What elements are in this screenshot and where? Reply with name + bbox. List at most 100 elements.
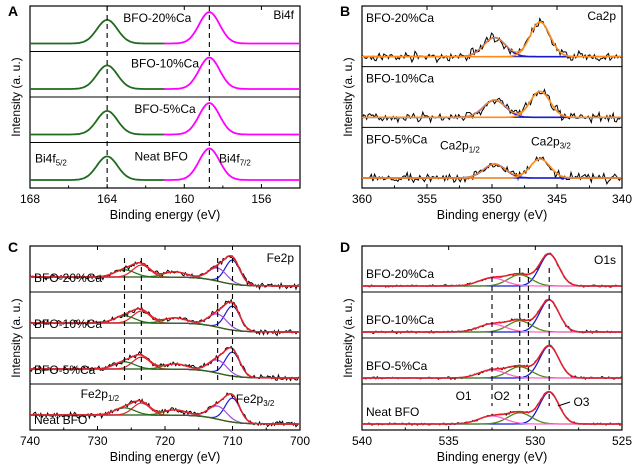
panel-b-ca2p12-label-subscript: 1/2 — [469, 145, 481, 154]
panel-b-ca2p32-label-subscript: 3/2 — [560, 141, 572, 150]
panel-a-bi4f72-curve — [163, 56, 300, 90]
panel-b-envelope — [362, 90, 621, 118]
panel-b-spectra — [361, 17, 622, 185]
panel-c-x-tick-label: 700 — [290, 434, 310, 448]
panel-c-x-tick-label: 740 — [20, 434, 40, 448]
panel-a-bi4f52-curve — [30, 18, 165, 45]
panel-a-bi4f52-label: Bi4f5/2 — [35, 152, 67, 168]
panel-b-axes: 360 355 350 345 340 Binding energy (eV) Intens… — [341, 5, 632, 222]
panel-d-axes: 540 535 530 525 Binding energy (eV) Intensity… — [341, 245, 632, 464]
panel-b-envelope — [362, 158, 621, 179]
panel-b-ca2p12-label-prefix: Ca2p — [440, 138, 469, 152]
panel-d-x-axis-label: Binding energy (eV) — [437, 450, 547, 464]
panel-c-x-tick-label: 720 — [155, 434, 175, 448]
panel-a-x-tick-label: 156 — [251, 192, 271, 206]
panel-a-y-axis-label: Intensity (a. u.) — [9, 57, 23, 136]
panel-d-spectra — [361, 252, 622, 427]
panel-b-ca2p32-label: Ca2p3/2 — [531, 134, 571, 150]
panel-c-x-tick-label: 730 — [87, 434, 107, 448]
panel-b-ca2p32-fit — [362, 158, 621, 179]
panel-b-raw-spectrum — [361, 17, 622, 64]
panel-a-bi4f72-label-subscript: 7/2 — [240, 159, 252, 168]
panel-b-x-tick-label: 350 — [482, 192, 502, 206]
panel-a-sample-label: BFO-10%Ca — [131, 57, 199, 71]
panel-b-sample-label: BFO-10%Ca — [366, 72, 434, 86]
panel-a-x-tick-label: 160 — [174, 192, 194, 206]
panel-d-envelope — [362, 390, 622, 425]
panel-a-spectra — [30, 6, 300, 188]
panel-d-o3-label: O3 — [573, 395, 589, 409]
panel-c-envelope — [30, 254, 299, 287]
panel-c-letter: C — [8, 239, 18, 255]
panel-d-sample-label: Neat BFO — [366, 405, 419, 419]
panel-d-x-tick-label: 525 — [612, 434, 632, 448]
panel-b-ca2p32-label-prefix: Ca2p — [531, 134, 560, 148]
panel-b-letter: B — [340, 3, 350, 19]
panel-a-bi4f52-label-prefix: Bi4f — [35, 152, 56, 166]
panel-a-bi4f52-curve — [30, 109, 165, 136]
panel-b-ca2p32-fit — [362, 90, 621, 119]
panel-a-axes: 168 164 160 156 Binding energy (eV) Intensity… — [9, 5, 301, 222]
panel-b-ca2p32-label-text: Ca2p3/2 — [531, 134, 571, 150]
panel-b-x-tick-label: 355 — [417, 192, 437, 206]
panel-d-sample-label: BFO-10%Ca — [366, 313, 434, 327]
panel-a-bi4f52-curve — [30, 64, 165, 90]
panel-d-x-tick-label: 535 — [439, 434, 459, 448]
panel-d-o2-label: O2 — [494, 389, 510, 403]
panel-c-envelope — [30, 346, 299, 379]
panel-d-x-tick-label: 530 — [525, 434, 545, 448]
panel-a-bi4f72-label-prefix: Bi4f — [219, 152, 240, 166]
panel-b-y-axis-label: Intensity (a. u.) — [341, 57, 355, 136]
panel-b-x-tick-label: 340 — [612, 192, 632, 206]
panel-d-o1-label: O1 — [456, 389, 472, 403]
panel-b-x-tick-label: 345 — [547, 192, 567, 206]
panel-b-ca2p32-fit — [362, 21, 621, 58]
panel-c-fe2p32-label: Fe2p3/2 — [236, 392, 275, 408]
panel-c-x-tick-label: 710 — [222, 434, 242, 448]
panel-b-x-tick-label: 360 — [352, 192, 372, 206]
panel-c-fe2p12-label-subscript: 1/2 — [108, 394, 120, 403]
panel-d-sample-label: BFO-20%Ca — [366, 267, 434, 281]
panel-c-envelope — [30, 300, 299, 333]
panel-b-ca2p12-fit — [362, 99, 621, 119]
panel-a-letter: A — [8, 3, 18, 19]
panel-c-fe2p32-label-subscript: 3/2 — [263, 399, 275, 408]
panel-b-sample-label: BFO-5%Ca — [366, 132, 428, 146]
panel-c-title: Fe2p — [267, 251, 295, 265]
panel-a-x-tick-label: 164 — [97, 192, 117, 206]
panel-a-bi4f72-curve — [163, 147, 300, 181]
panel-c-fe2p32-label-prefix: Fe2p — [236, 392, 264, 406]
panel-d-x-tick-label: 540 — [352, 434, 372, 448]
panel-c-x-axis-label: Binding energy (eV) — [110, 450, 220, 464]
panel-a-bi4f72-curve — [163, 11, 300, 45]
panel-c-sample-label: BFO-20%Ca — [34, 271, 102, 285]
panel-c-fe2p12-label-prefix: Fe2p — [81, 387, 109, 401]
panel-a-bi4f72-curve — [163, 102, 300, 136]
panel-a-bi4f52-curve — [30, 155, 165, 181]
panel-a-title: Bi4f — [273, 8, 294, 22]
panel-a-bi4f52-label-text: Bi4f5/2 — [35, 152, 67, 168]
panel-d-sample-label: BFO-5%Ca — [366, 359, 428, 373]
panel-b-sample-label: BFO-20%Ca — [366, 11, 434, 25]
panel-a-sample-label: BFO-20%Ca — [123, 11, 191, 25]
panel-a-x-axis-label: Binding energy (eV) — [110, 208, 220, 222]
panel-c-fe2p32-label-text: Fe2p3/2 — [236, 392, 275, 408]
panel-d-y-axis-label: Intensity (a. u.) — [341, 298, 355, 377]
panel-c-sample-label: BFO-5%Ca — [34, 363, 96, 377]
panel-b-x-axis-label: Binding energy (eV) — [437, 208, 547, 222]
panel-d-o3-pointer — [557, 401, 571, 407]
panel-a-neat-label: Neat BFO — [134, 150, 187, 164]
panel-a-bi4f72-label: Bi4f7/2 — [219, 152, 251, 168]
panel-c-sample-label: BFO-10%Ca — [34, 317, 102, 331]
panel-a-x-tick-label: 168 — [20, 192, 40, 206]
panel-c-fe2p12-label-text: Fe2p1/2 — [81, 387, 120, 403]
panel-c-y-axis-label: Intensity (a. u.) — [9, 298, 23, 377]
panel-c-sample-label: Neat BFO — [34, 413, 87, 427]
panel-a-bi4f52-label-subscript: 5/2 — [56, 159, 68, 168]
panel-b-raw-spectrum — [361, 155, 622, 185]
panel-a-bi4f72-label-text: Bi4f7/2 — [219, 152, 251, 168]
panel-c-spectra — [29, 254, 300, 428]
panel-b-title: Ca2p — [587, 9, 616, 23]
panel-b-ca2p12-label: Ca2p1/2 — [440, 138, 480, 154]
